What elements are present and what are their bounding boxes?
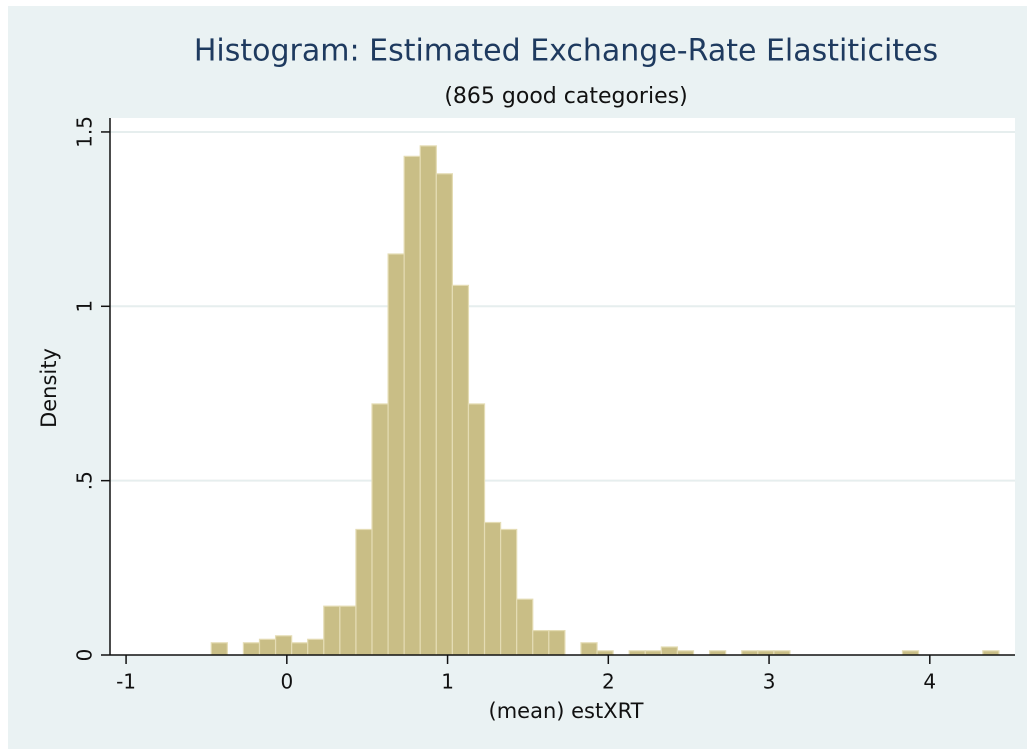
chart-title: Histogram: Estimated Exchange-Rate Elast… — [194, 34, 938, 69]
bar — [516, 598, 534, 656]
bar — [242, 642, 261, 656]
bar — [323, 605, 341, 656]
bar — [419, 145, 437, 656]
bar — [451, 284, 470, 656]
plot-area — [110, 118, 1015, 655]
bar — [387, 253, 405, 656]
bar — [274, 635, 293, 656]
bar — [660, 646, 679, 656]
chart-subtitle: (865 good categories) — [444, 84, 687, 109]
x-tick-label: 0 — [280, 670, 293, 694]
y-tick-label: 1 — [73, 300, 97, 313]
bar — [500, 528, 518, 656]
x-tick-label: -1 — [116, 670, 136, 694]
bar — [483, 521, 502, 656]
x-tick-label: 1 — [441, 670, 454, 694]
bar — [291, 642, 309, 656]
y-tick-label: 1.5 — [73, 116, 97, 148]
bar — [467, 403, 486, 656]
x-tick-label: 4 — [923, 670, 936, 694]
bar — [435, 173, 453, 656]
x-tick-label: 2 — [602, 670, 615, 694]
y-tick-label: .5 — [73, 471, 97, 490]
bar — [548, 629, 566, 656]
bar — [355, 528, 373, 656]
bar — [210, 642, 228, 656]
bar — [307, 638, 325, 656]
y-tick-label: 0 — [73, 649, 97, 662]
bar — [532, 629, 550, 656]
y-axis-label: Density — [37, 348, 61, 428]
bar — [371, 403, 389, 656]
bar — [580, 642, 598, 656]
x-tick-label: 3 — [763, 670, 776, 694]
bar — [403, 155, 421, 656]
bar — [339, 605, 357, 656]
x-axis-label: (mean) estXRT — [489, 699, 644, 723]
bar — [258, 638, 277, 656]
